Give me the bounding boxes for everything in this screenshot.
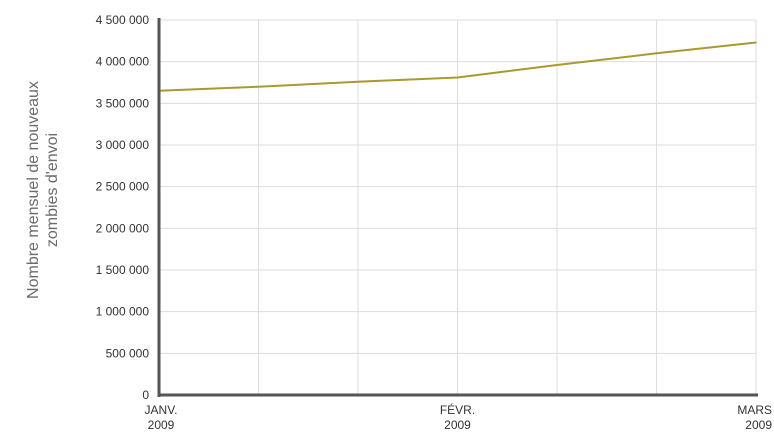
x-tick-label-line: 2009 <box>148 418 175 432</box>
x-tick-label-line: 2009 <box>745 418 772 432</box>
data-point-3 <box>456 76 459 79</box>
y-tick-label-2: 1 000 000 <box>96 305 150 319</box>
y-axis-label: Nombre mensuel de nouveaux zombies d'envo… <box>25 81 61 299</box>
y-axis-label-line: Nombre mensuel de nouveaux <box>25 81 42 299</box>
y-tick-label-5: 2 500 000 <box>96 180 150 194</box>
y-tick-label-7: 3 500 000 <box>96 96 150 110</box>
data-point-4 <box>556 64 558 66</box>
x-tick-label-0: JANV. 2009 <box>145 403 178 432</box>
x-tick-label-1: FÉVR. 2009 <box>440 402 475 432</box>
y-tick-label-0: 0 <box>142 388 149 402</box>
axes <box>157 18 758 397</box>
y-axis-label-line: zombies d'envoi <box>44 133 61 247</box>
y-tick-label-4: 2 000 000 <box>96 221 150 235</box>
y-tick-labels: 0 500 000 1 000 000 1 500 000 2 000 000 2 500… <box>96 13 150 402</box>
x-tick-label-line: JANV. <box>145 403 178 417</box>
data-point-5 <box>655 52 658 55</box>
data-point-1 <box>257 85 260 88</box>
gridlines <box>159 19 757 395</box>
y-tick-label-6: 3 000 000 <box>96 138 150 152</box>
data-point-6 <box>755 41 757 44</box>
y-tick-label-9: 4 500 000 <box>96 13 150 27</box>
y-tick-label-3: 1 500 000 <box>96 263 150 277</box>
x-tick-label-line: FÉVR. <box>440 402 475 417</box>
y-tick-label-8: 4 000 000 <box>96 55 150 69</box>
x-tick-label-line: 2009 <box>444 418 471 432</box>
y-tick-label-1: 500 000 <box>106 346 150 360</box>
x-tick-label-line: MARS <box>737 403 772 417</box>
x-tick-label-2: MARS 2009 <box>737 403 772 432</box>
data-point-2 <box>357 80 359 83</box>
